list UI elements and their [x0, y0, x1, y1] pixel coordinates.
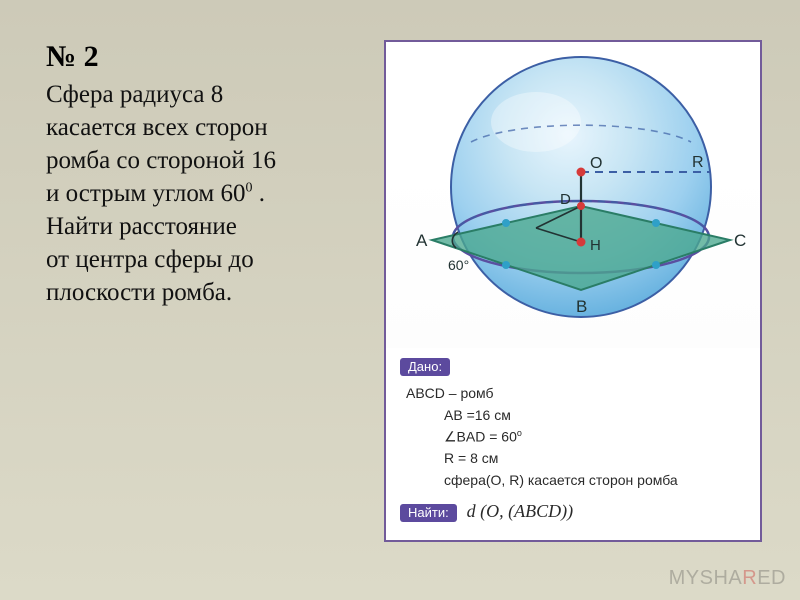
given-line: ABCD – ромб: [406, 384, 746, 404]
label-O: O: [590, 155, 602, 172]
given-block: Дано: ABCD – ромб AB =16 см ∠BAD = 60o R…: [386, 348, 760, 540]
label-H: H: [590, 237, 601, 254]
label-R: R: [692, 154, 704, 171]
watermark-part: MYSHA: [669, 567, 743, 589]
text-line: .: [253, 180, 266, 207]
label-D: D: [560, 191, 571, 208]
find-value: d (O, (ABCD)): [467, 501, 573, 521]
angle-num: 60: [221, 180, 246, 207]
text-line: и острым углом: [46, 180, 221, 207]
given-angle-sup: o: [517, 428, 522, 438]
problem-text-block: № 2 Сфера радиуса 8 касается всех сторон…: [46, 40, 376, 542]
figure-panel: O R D H A B C 60° Дано: ABCD – ромб AB =…: [384, 40, 762, 542]
given-line: AB =16 см: [444, 406, 746, 426]
find-label: Найти:: [400, 504, 457, 522]
given-label: Дано:: [400, 358, 450, 376]
watermark: MYSHARED: [669, 567, 786, 590]
watermark-part: ED: [757, 567, 786, 589]
text-line: от центра сферы до: [46, 246, 254, 273]
given-line: сфера(O, R) касается сторон ромба: [444, 471, 746, 491]
label-angle: 60°: [448, 257, 469, 273]
given-line: R = 8 см: [444, 449, 746, 469]
label-B: B: [576, 297, 587, 316]
text-line: касается всех сторон: [46, 114, 268, 141]
angle-value: 600: [221, 180, 253, 207]
text-line: Сфера радиуса 8: [46, 81, 223, 108]
label-A: A: [416, 231, 428, 250]
text-line: плоскости ромба.: [46, 279, 232, 306]
given-line: ∠BAD = 60o: [444, 427, 746, 447]
label-C: C: [734, 231, 746, 250]
problem-body: Сфера радиуса 8 касается всех сторон ром…: [46, 78, 366, 309]
find-block: Найти: d (O, (ABCD)): [400, 501, 746, 528]
angle-sup: 0: [246, 181, 253, 196]
text-line: ромба со стороной 16: [46, 147, 276, 174]
watermark-part: R: [742, 567, 757, 589]
text-line: Найти расстояние: [46, 213, 237, 240]
given-angle: ∠BAD = 60: [444, 429, 517, 445]
sphere-diagram: O R D H A B C 60°: [386, 42, 760, 348]
problem-number: № 2: [46, 40, 366, 74]
